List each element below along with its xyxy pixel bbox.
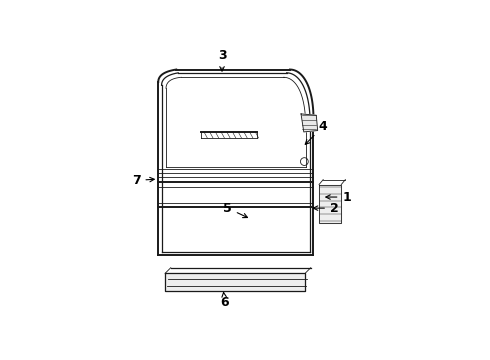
Text: 6: 6 xyxy=(220,292,229,309)
Polygon shape xyxy=(301,114,318,132)
Polygon shape xyxy=(319,185,341,223)
Text: 1: 1 xyxy=(326,190,351,203)
Text: 7: 7 xyxy=(132,174,154,187)
Text: 4: 4 xyxy=(305,120,328,144)
Text: 3: 3 xyxy=(218,49,226,71)
Polygon shape xyxy=(165,273,305,291)
Text: 5: 5 xyxy=(223,202,247,218)
Text: 2: 2 xyxy=(313,202,339,215)
